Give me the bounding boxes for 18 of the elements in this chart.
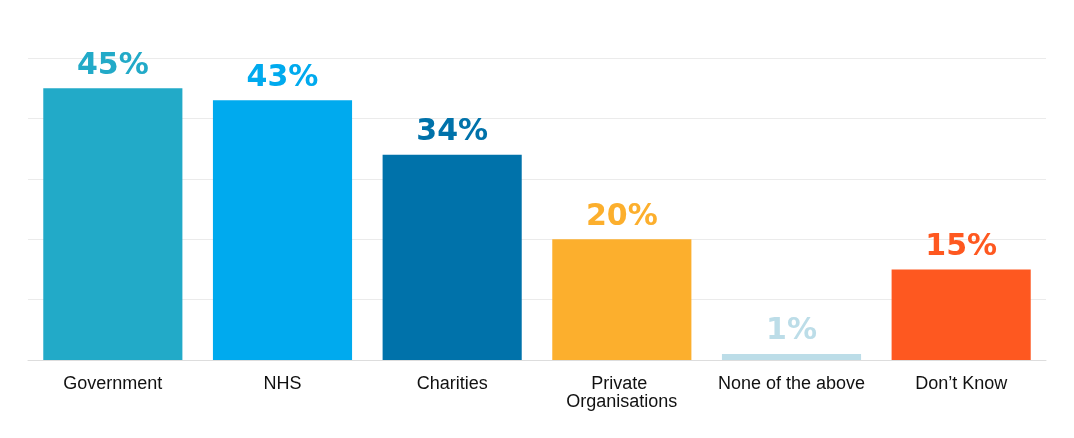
x-tick-label: None of the above <box>717 373 866 393</box>
data-label: 20% <box>585 196 658 232</box>
data-label: 45% <box>76 45 149 81</box>
bar <box>891 269 1031 360</box>
bar <box>43 88 183 360</box>
data-label: 15% <box>925 226 998 262</box>
bar <box>721 353 862 360</box>
x-tick-label: Charities <box>416 373 488 393</box>
x-tick-label: NHS <box>263 373 302 393</box>
data-label: 1% <box>766 311 817 347</box>
data-label: 43% <box>246 57 319 93</box>
bar <box>212 100 353 360</box>
bar <box>382 154 522 360</box>
data-label: 34% <box>416 112 489 148</box>
x-tick-label: Government <box>63 373 163 393</box>
x-tick-label: Private Organisations <box>566 373 678 411</box>
bar <box>552 239 692 360</box>
x-tick-label: Don’t Know <box>915 373 1009 393</box>
